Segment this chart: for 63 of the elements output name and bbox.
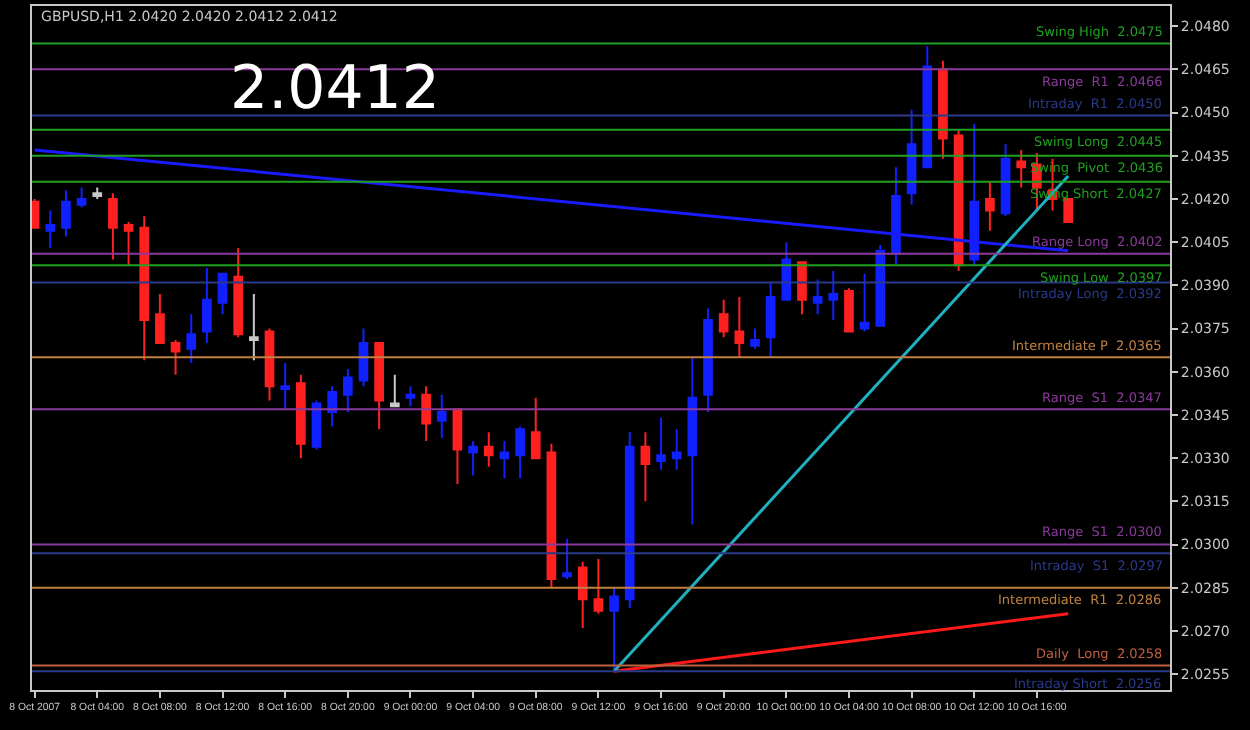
candlestick (327, 385, 337, 428)
candlestick (906, 108, 917, 206)
candlestick (1000, 143, 1011, 218)
candlestick (483, 431, 494, 468)
candlestick (217, 272, 228, 316)
candlestick (296, 373, 306, 460)
candlestick (515, 425, 525, 480)
candlestick (1016, 149, 1027, 189)
candlestick (530, 396, 541, 460)
candlestick (389, 373, 400, 408)
candlestick (186, 313, 197, 365)
candlestick (656, 416, 666, 471)
candlestick (421, 385, 431, 442)
candlestick (499, 439, 510, 480)
candlestick (202, 267, 212, 344)
candlestick (765, 281, 776, 359)
candlestick (828, 269, 839, 321)
candlestick (985, 180, 995, 232)
candlestick (139, 215, 150, 362)
candlestick (155, 293, 165, 344)
candlestick (123, 221, 134, 267)
candlestick (640, 431, 651, 503)
candlestick (1063, 197, 1074, 223)
candlestick (875, 244, 886, 327)
candlestick (374, 341, 384, 431)
candlestick (45, 209, 56, 249)
candlestick (249, 293, 259, 362)
candlestick (671, 428, 682, 471)
candlestick (703, 307, 713, 414)
candlestick (797, 261, 807, 316)
candlestick (844, 287, 854, 333)
annotation: 2.0412 (230, 54, 440, 124)
candlestick (718, 298, 729, 339)
candlestick (92, 186, 103, 200)
candlestick (76, 186, 87, 209)
candlestick (311, 399, 322, 451)
candlestick (436, 393, 447, 439)
candlestick (859, 272, 870, 333)
candlestick (170, 339, 181, 376)
candlestick (750, 327, 760, 350)
candlestick (358, 327, 369, 388)
candlestick (342, 367, 353, 414)
candlestick (32, 197, 40, 229)
candlestick (280, 362, 291, 411)
candlestick (61, 189, 71, 238)
candlestick (468, 439, 478, 477)
candlestick (577, 560, 588, 630)
candlestick (405, 385, 416, 408)
candlestick (734, 295, 745, 359)
candlestick (593, 557, 604, 615)
candlestick (452, 408, 463, 486)
candlestick (938, 59, 948, 160)
candlestick (233, 246, 244, 339)
candlestick (624, 431, 635, 609)
candlestick (609, 586, 619, 673)
candlestick (922, 45, 933, 169)
candlestick (687, 356, 698, 526)
candlestick (546, 442, 557, 589)
candlestick (264, 327, 275, 402)
candlestick (781, 241, 792, 301)
candlestick (812, 278, 823, 316)
candlestick (108, 192, 118, 261)
candlestick (562, 537, 572, 581)
